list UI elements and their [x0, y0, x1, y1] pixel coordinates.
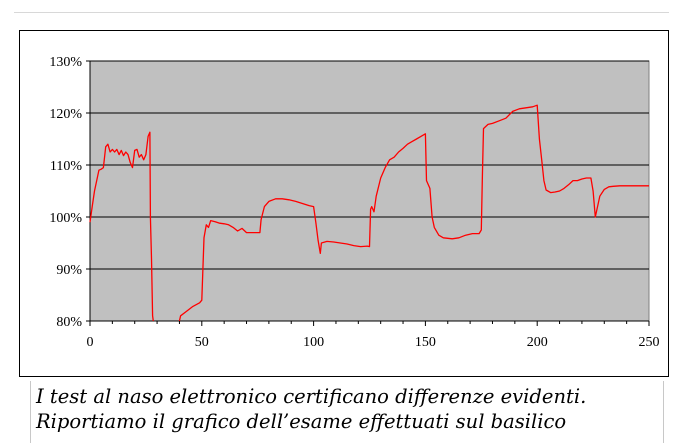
y-tick-label: 80%: [56, 315, 82, 330]
frame-top-line: [14, 12, 669, 13]
x-tick-label: 50: [195, 335, 209, 350]
y-tick-label: 120%: [49, 107, 82, 122]
plot-area: [89, 60, 650, 322]
x-tick-label: 150: [415, 335, 436, 350]
caption-line-2: Riportiamo il grafico dell’esame effettu…: [36, 410, 567, 433]
y-tick-label: 130%: [49, 55, 82, 70]
series-line: [178, 104, 649, 322]
caption-line-1: I test al naso elettronico certificano d…: [36, 385, 587, 408]
chart-container: 80% 90% 100% 110% 120% 130% 0 50 100 150 200 250: [19, 30, 669, 377]
line-chart: 80% 90% 100% 110% 120% 130% 0 50 100 150 200 250: [49, 55, 660, 350]
caption-box: I test al naso elettronico certificano d…: [30, 381, 664, 443]
x-tick-label: 200: [527, 335, 548, 350]
y-tick-label: 100%: [49, 211, 82, 226]
x-tick-label: 0: [87, 335, 94, 350]
series-line: [89, 131, 154, 322]
y-tick-label: 110%: [50, 159, 82, 174]
y-tick-label: 90%: [56, 263, 82, 278]
x-tick-label: 250: [639, 335, 660, 350]
x-tick-label: 100: [303, 335, 324, 350]
